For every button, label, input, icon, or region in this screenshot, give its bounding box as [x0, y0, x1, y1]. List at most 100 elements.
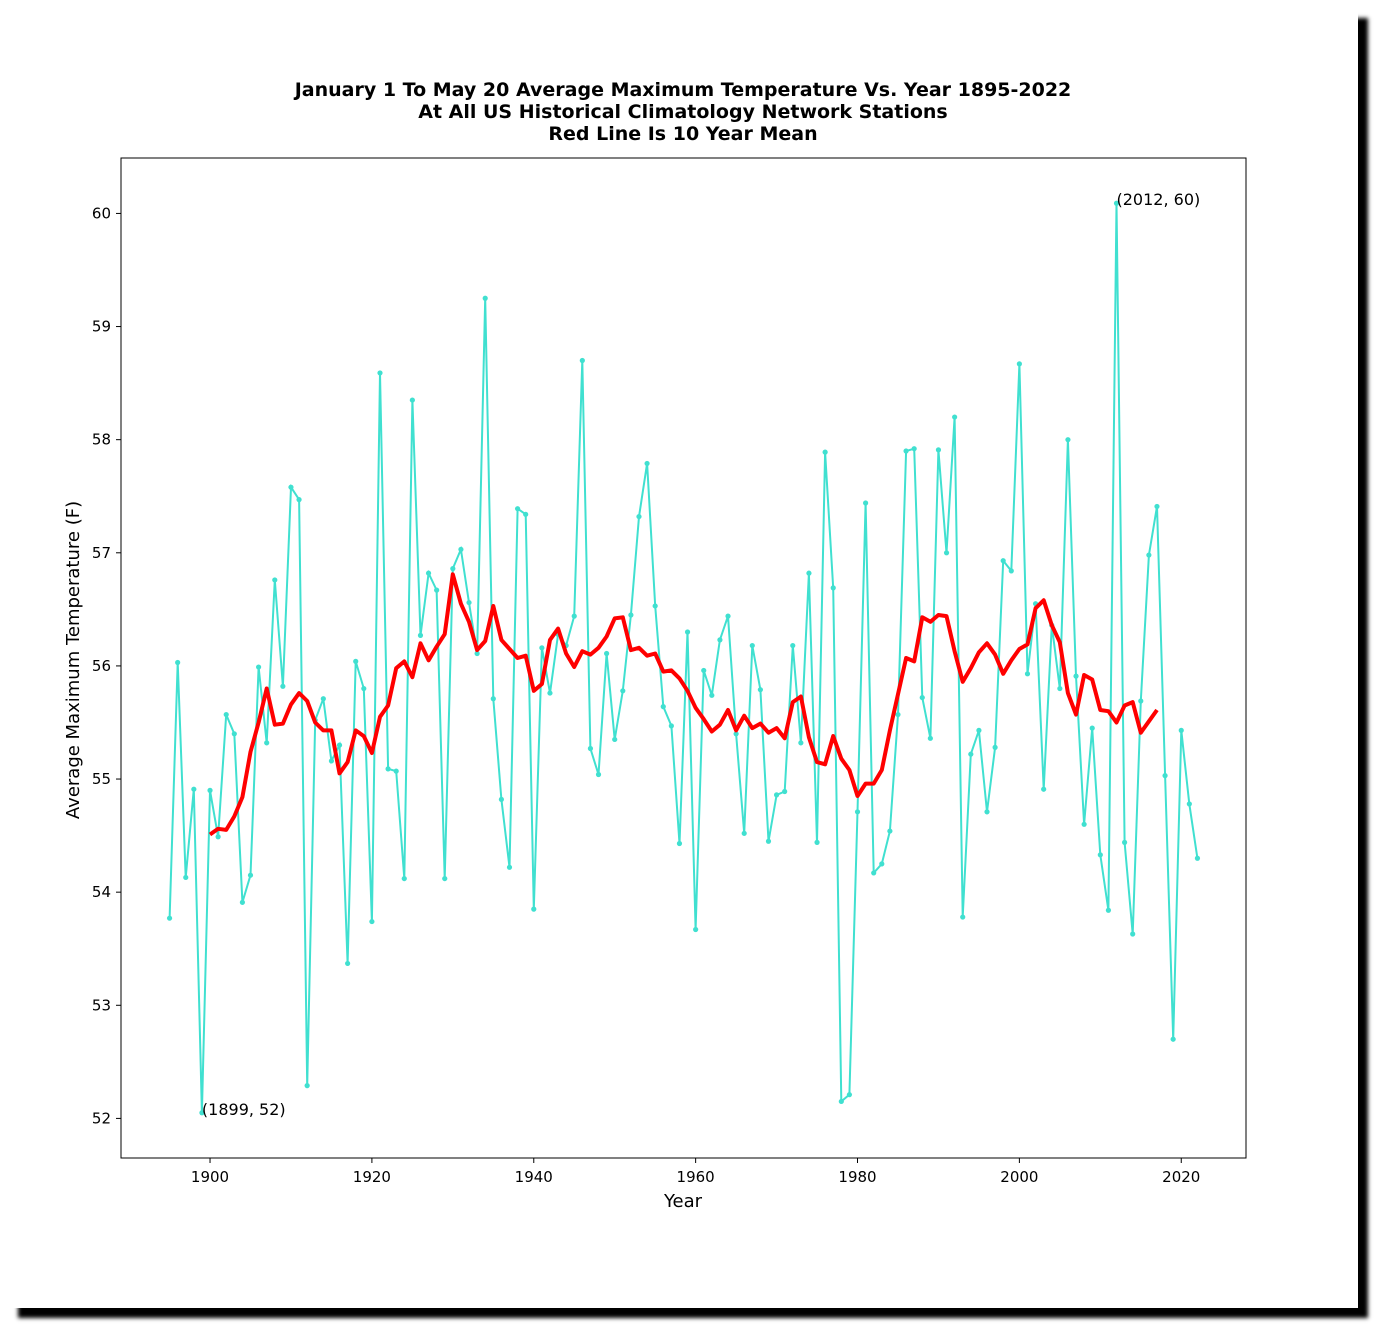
x-tick-label: 2000	[1000, 1168, 1038, 1186]
annual-data-point	[482, 295, 488, 301]
annual-data-point	[1194, 855, 1201, 861]
annual-data-point	[328, 758, 335, 764]
annual-data-point	[434, 587, 440, 593]
x-tick-label: 1920	[353, 1168, 391, 1186]
annual-data-point	[660, 704, 666, 710]
annual-data-point	[952, 414, 958, 420]
annual-data-point	[442, 875, 448, 882]
annual-data-point	[806, 570, 812, 576]
y-tick-label: 55	[92, 770, 111, 788]
annual-data-point	[377, 370, 383, 376]
annual-data-point	[393, 768, 399, 774]
plot-area-frame	[120, 157, 1247, 1159]
annual-data-point	[1024, 671, 1031, 677]
annual-data-point	[1089, 725, 1095, 731]
annual-data-point	[790, 642, 796, 649]
annual-data-point	[539, 645, 545, 651]
annual-data-point	[693, 926, 699, 933]
annotations: (1899, 52) (2012, 60)	[202, 190, 1200, 1119]
annual-data-point	[571, 613, 577, 619]
x-tick-label: 1980	[838, 1168, 876, 1186]
point-annotation: (1899, 52)	[202, 1100, 286, 1119]
y-tick-label: 60	[92, 204, 111, 222]
annual-data-point	[668, 723, 674, 729]
chart-title-line-1: January 1 To May 20 Average Maximum Temp…	[293, 79, 1072, 101]
chart-title-line-3: Red Line Is 10 Year Mean	[548, 123, 817, 145]
annual-data-point	[968, 751, 974, 757]
annual-data-point	[1154, 503, 1160, 510]
ten-year-mean-series	[208, 572, 1159, 837]
annual-data-point	[911, 446, 917, 452]
annual-data-point	[604, 650, 610, 657]
y-tick-label: 59	[92, 318, 111, 336]
annual-data-point	[838, 1098, 844, 1105]
annual-data-point	[943, 550, 950, 556]
annual-data-point	[1073, 673, 1079, 679]
annual-data-point	[1065, 437, 1071, 443]
annual-data-point	[514, 506, 521, 512]
annual-data-point	[304, 1083, 310, 1089]
annual-data-point	[919, 694, 925, 701]
annual-series-line	[168, 203, 1199, 1113]
annual-data-point	[175, 659, 181, 666]
annual-data-point	[935, 447, 942, 453]
annual-data-point	[231, 731, 237, 737]
annual-data-point	[523, 511, 529, 517]
annual-data-point	[984, 809, 990, 815]
x-axis-ticks: 1900 1920 1940 1960 1980 2000 2020	[191, 1158, 1200, 1186]
annual-data-point	[846, 1092, 853, 1098]
annual-data-point	[385, 766, 391, 772]
annual-data-point	[927, 735, 933, 741]
annual-data-point	[1008, 568, 1014, 574]
y-tick-label: 57	[92, 544, 111, 562]
annual-data-point	[247, 872, 254, 878]
annual-data-point	[223, 711, 229, 718]
annual-data-point	[498, 796, 504, 803]
annual-data-point	[239, 899, 246, 905]
x-axis-label: Year	[663, 1191, 703, 1212]
annual-data-point	[215, 834, 221, 840]
annual-data-point	[717, 637, 723, 643]
annual-data-point	[1097, 852, 1103, 858]
annual-data-point	[1178, 727, 1184, 733]
annual-data-point	[1186, 801, 1192, 807]
annual-data-point	[264, 740, 270, 746]
annual-data-point	[272, 577, 278, 583]
annual-data-point	[1162, 773, 1168, 779]
annual-data-point	[773, 792, 780, 798]
y-axis-label: Average Maximum Temperature (F)	[63, 501, 84, 819]
annual-data-point	[863, 500, 869, 506]
annual-data-point	[765, 838, 772, 844]
annual-data-point	[652, 603, 658, 609]
annual-data-point	[830, 585, 836, 591]
annual-data-point	[895, 711, 901, 718]
annual-data-point	[450, 566, 456, 572]
chart-title-line-2: At All US Historical Climatology Network…	[418, 101, 948, 123]
annual-data-point	[1016, 361, 1022, 367]
annual-series	[166, 200, 1201, 1116]
annual-data-point	[361, 685, 367, 692]
annual-data-point	[701, 667, 707, 674]
annual-data-point	[725, 613, 731, 619]
annual-data-point	[960, 914, 966, 920]
annual-data-point	[757, 687, 763, 693]
annual-data-point	[854, 809, 861, 815]
annual-data-point	[814, 839, 820, 845]
annual-data-point	[749, 642, 755, 649]
annual-data-point	[879, 861, 885, 867]
ten-year-mean-line	[208, 572, 1159, 837]
annual-data-point	[458, 546, 464, 553]
annual-data-point	[1081, 821, 1087, 827]
annual-data-point	[345, 960, 351, 967]
annual-data-point	[466, 599, 472, 606]
annual-data-point	[636, 513, 642, 520]
annual-data-point	[684, 629, 691, 635]
annual-data-point	[709, 692, 715, 698]
point-annotation: (2012, 60)	[1117, 190, 1201, 209]
annual-data-point	[903, 448, 909, 454]
annual-data-point	[401, 875, 407, 882]
annual-data-point	[490, 696, 496, 702]
annual-data-point	[425, 570, 432, 576]
annual-data-point	[992, 744, 998, 750]
